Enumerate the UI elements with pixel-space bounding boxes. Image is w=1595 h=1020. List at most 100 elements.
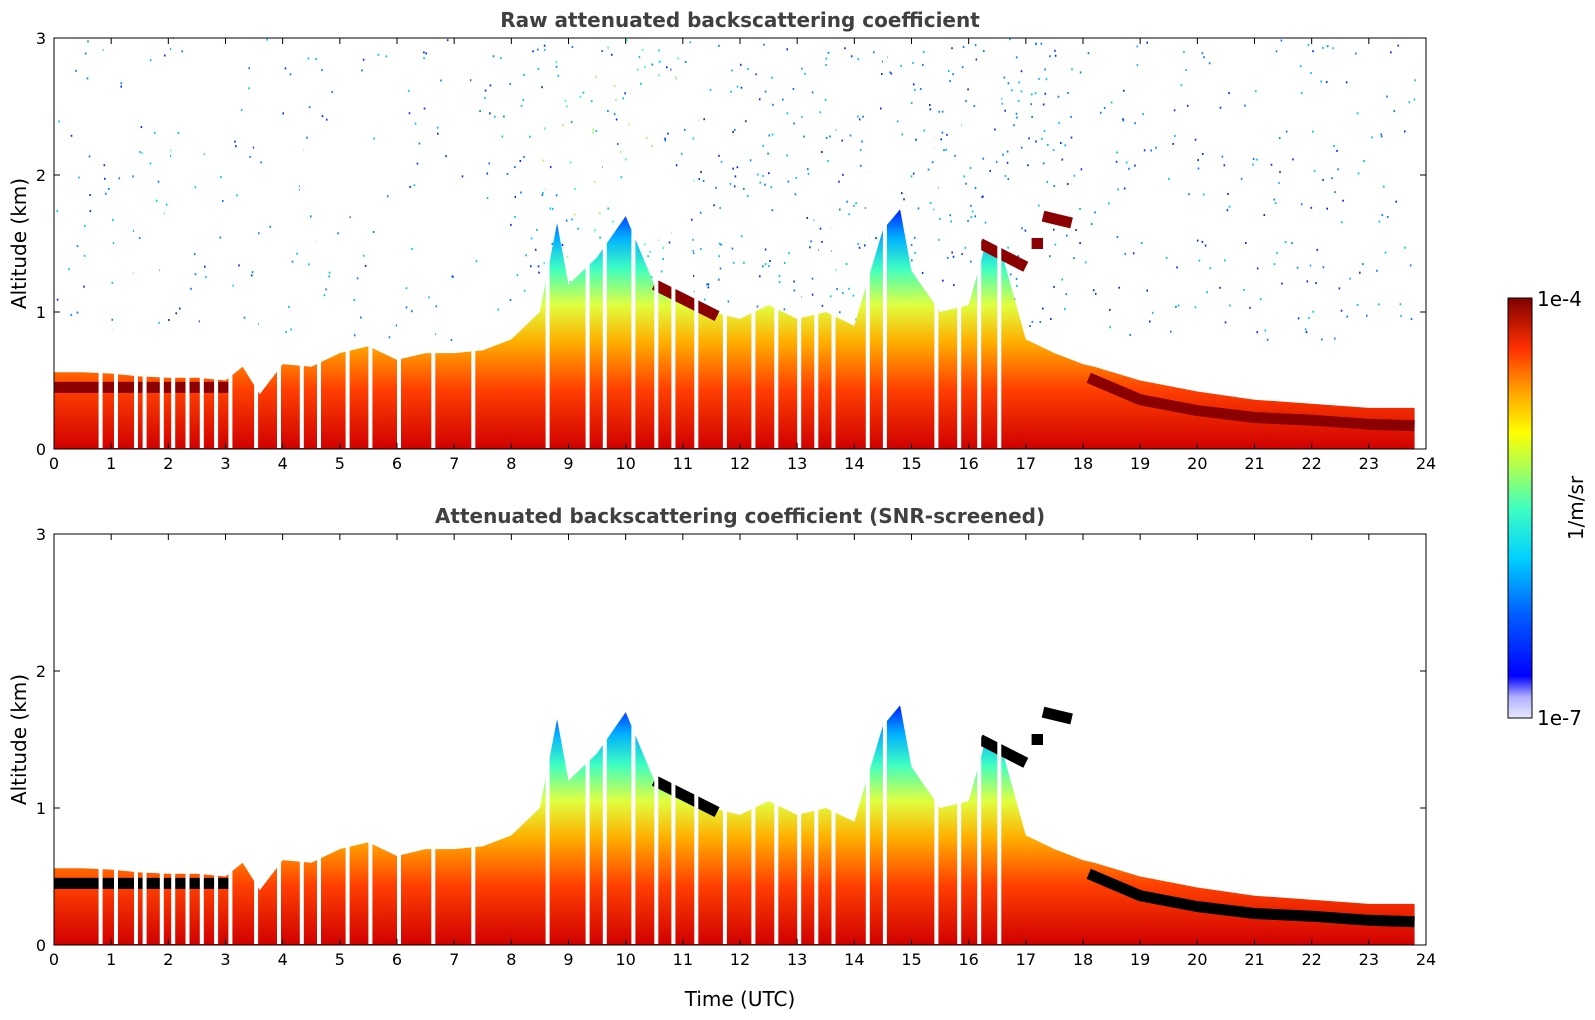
- noise-pixel: [112, 242, 115, 244]
- noise-pixel: [1146, 41, 1148, 44]
- noise-pixel: [615, 118, 618, 121]
- noise-pixel: [118, 177, 121, 180]
- noise-pixel: [577, 227, 579, 230]
- noise-pixel: [641, 48, 644, 51]
- noise-pixel: [1279, 171, 1281, 174]
- noise-pixel: [684, 61, 687, 63]
- noise-pixel: [1117, 188, 1119, 191]
- colorbar-max-label: 1e-4: [1537, 287, 1582, 311]
- noise-pixel: [428, 296, 430, 299]
- noise-pixel: [793, 280, 795, 283]
- noise-pixel: [238, 264, 240, 267]
- noise-pixel: [827, 159, 829, 162]
- noise-pixel: [516, 274, 519, 277]
- noise-pixel: [168, 319, 170, 321]
- noise-pixel: [353, 334, 356, 337]
- noise-pixel: [983, 50, 985, 52]
- noise-pixel: [593, 180, 596, 183]
- noise-pixel: [1278, 182, 1280, 185]
- x-tick-label: 8: [506, 454, 516, 473]
- noise-pixel: [984, 221, 987, 224]
- noise-pixel: [76, 245, 79, 248]
- noise-pixel: [1123, 187, 1126, 190]
- noise-pixel: [626, 39, 628, 42]
- noise-pixel: [530, 265, 532, 268]
- noise-pixel: [361, 69, 363, 72]
- noise-pixel: [1067, 183, 1069, 185]
- data-gap: [602, 535, 607, 944]
- noise-pixel: [337, 232, 339, 235]
- y-tick-label: 1: [36, 303, 46, 322]
- noise-pixel: [1054, 54, 1057, 57]
- data-gap: [654, 39, 659, 448]
- noise-pixel: [768, 172, 770, 175]
- data-gap: [277, 535, 281, 944]
- noise-pixel: [601, 50, 603, 53]
- noise-pixel: [153, 132, 156, 134]
- noise-pixel: [569, 280, 571, 283]
- noise-pixel: [105, 192, 107, 195]
- noise-pixel: [720, 160, 723, 163]
- noise-pixel: [612, 220, 614, 223]
- data-gap: [997, 39, 1002, 448]
- noise-pixel: [89, 210, 92, 213]
- x-tick-label: 4: [278, 454, 288, 473]
- data-gap: [185, 535, 190, 944]
- noise-pixel: [436, 126, 439, 129]
- noise-pixel: [549, 166, 552, 169]
- noise-pixel: [1116, 151, 1118, 154]
- noise-pixel: [912, 83, 915, 86]
- noise-pixel: [951, 47, 953, 50]
- noise-pixel: [825, 57, 828, 60]
- noise-pixel: [1015, 56, 1018, 59]
- noise-pixel: [1336, 149, 1338, 152]
- noise-pixel: [423, 107, 426, 110]
- noise-pixel: [1256, 158, 1258, 161]
- noise-pixel: [844, 47, 846, 50]
- noise-pixel: [819, 111, 822, 114]
- data-gap: [831, 39, 836, 448]
- noise-pixel: [249, 155, 251, 158]
- noise-pixel: [664, 139, 667, 142]
- noise-pixel: [1400, 315, 1402, 317]
- noise-pixel: [1064, 144, 1066, 147]
- noise-pixel: [1387, 216, 1389, 218]
- noise-pixel: [825, 64, 827, 66]
- noise-pixel: [1307, 43, 1310, 46]
- noise-pixel: [1132, 252, 1135, 255]
- noise-pixel: [803, 135, 805, 138]
- noise-pixel: [709, 89, 712, 92]
- cloud-layer: [651, 775, 720, 818]
- data-gap: [957, 39, 962, 448]
- noise-pixel: [164, 54, 166, 57]
- noise-pixel: [861, 140, 863, 143]
- x-tick-label: 10: [615, 950, 635, 969]
- noise-pixel: [838, 180, 840, 183]
- noise-pixel: [1058, 121, 1060, 124]
- noise-pixel: [971, 210, 974, 213]
- x-tick-label: 19: [1130, 950, 1150, 969]
- noise-pixel: [423, 51, 425, 54]
- x-tick-label: 18: [1073, 950, 1093, 969]
- noise-pixel: [1408, 101, 1411, 104]
- noise-pixel: [974, 44, 977, 47]
- noise-pixel: [1363, 160, 1365, 162]
- noise-pixel: [961, 66, 964, 69]
- noise-pixel: [551, 207, 554, 210]
- noise-pixel: [824, 98, 827, 101]
- cloud-layer: [651, 279, 720, 322]
- noise-pixel: [1016, 116, 1018, 119]
- noise-pixel: [946, 256, 949, 259]
- x-tick-label: 22: [1301, 950, 1321, 969]
- cloud-layer: [977, 238, 1029, 272]
- noise-pixel: [811, 277, 814, 280]
- panel-raw-y-ticks: 0 1 2 3: [36, 29, 1426, 459]
- noise-pixel: [1084, 261, 1087, 264]
- noise-pixel: [919, 88, 922, 90]
- data-gap: [882, 39, 887, 448]
- noise-pixel: [542, 159, 545, 162]
- noise-pixel: [599, 212, 601, 215]
- noise-pixel: [1054, 243, 1057, 246]
- noise-pixel: [1334, 337, 1336, 340]
- data-gap: [671, 535, 676, 944]
